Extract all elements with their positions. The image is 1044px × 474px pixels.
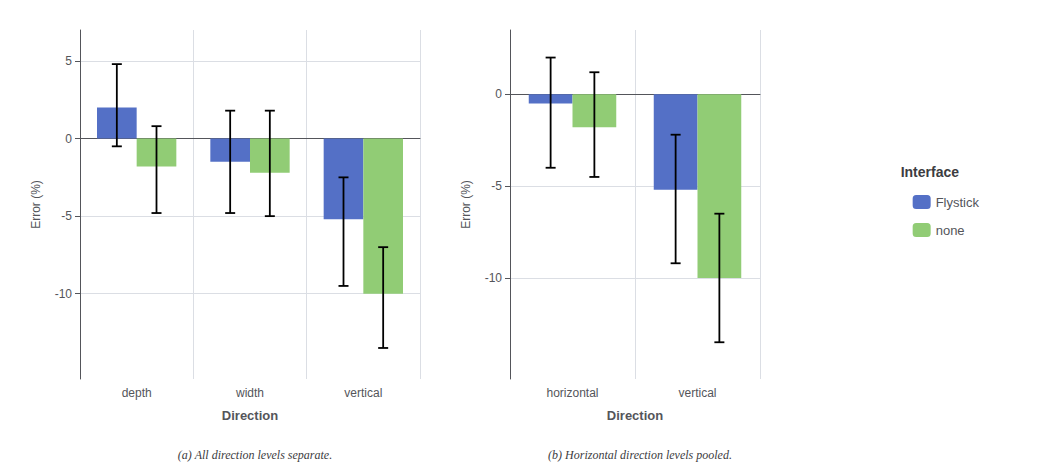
svg-text:(b) Horizontal direction level: (b) Horizontal direction levels pooled.	[548, 448, 732, 462]
svg-text:5: 5	[65, 54, 72, 68]
svg-text:Flystick: Flystick	[936, 195, 980, 210]
svg-text:none: none	[936, 223, 965, 238]
svg-text:width: width	[235, 386, 264, 400]
svg-text:0: 0	[65, 132, 72, 146]
svg-text:Interface: Interface	[901, 164, 960, 180]
svg-text:horizontal: horizontal	[546, 386, 598, 400]
svg-text:-5: -5	[61, 209, 72, 223]
svg-text:-10: -10	[485, 271, 503, 285]
svg-text:-10: -10	[55, 287, 73, 301]
svg-text:Direction: Direction	[607, 408, 663, 423]
svg-text:vertical: vertical	[344, 386, 382, 400]
svg-text:Direction: Direction	[222, 408, 278, 423]
svg-text:Error (%): Error (%)	[29, 180, 43, 229]
svg-text:0: 0	[495, 87, 502, 101]
svg-text:Error (%): Error (%)	[459, 180, 473, 229]
svg-text:-5: -5	[491, 179, 502, 193]
svg-text:depth: depth	[122, 386, 152, 400]
svg-text:vertical: vertical	[678, 386, 716, 400]
svg-text:(a) All direction levels separ: (a) All direction levels separate.	[178, 448, 332, 462]
